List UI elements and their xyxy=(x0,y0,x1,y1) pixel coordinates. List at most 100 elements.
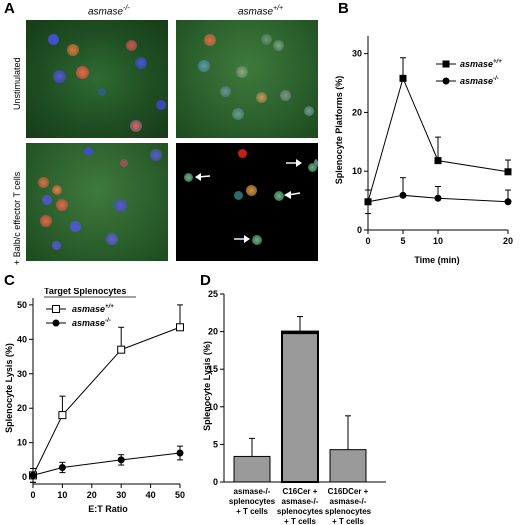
data-point xyxy=(117,456,125,464)
arrow-icon-head xyxy=(284,191,291,199)
x-tick-label: 40 xyxy=(146,490,156,500)
series-line xyxy=(32,452,181,476)
data-point xyxy=(58,411,67,420)
cell-nucleus xyxy=(42,195,52,205)
data-point xyxy=(504,198,512,206)
x-tick-label: 20 xyxy=(87,490,97,500)
panel-letter-a: A xyxy=(4,0,15,17)
cell-nucleus xyxy=(106,233,118,245)
cell-nucleus xyxy=(52,185,62,195)
data-point xyxy=(58,463,66,471)
y-tick-label: 20 xyxy=(208,327,218,337)
cell-nucleus xyxy=(304,106,314,116)
cell-nucleus xyxy=(274,191,284,201)
data-point xyxy=(504,168,512,176)
legend-marker-square xyxy=(442,60,450,68)
cell-nucleus xyxy=(204,34,216,46)
cell-nucleus xyxy=(76,66,89,79)
cell-nucleus xyxy=(84,147,93,156)
micrograph-wt-stimulated xyxy=(176,143,318,261)
y-tick-label: 0 xyxy=(357,225,362,235)
y-tick-label: 10 xyxy=(208,402,218,412)
x-tick-label: 0 xyxy=(30,490,35,500)
cell-nucleus xyxy=(135,57,147,69)
cell-nucleus xyxy=(252,235,262,245)
row-label-unstimulated: Unstimulated xyxy=(12,57,22,110)
cell-nucleus xyxy=(150,149,162,161)
x-tick-label: 0 xyxy=(365,236,370,246)
cell-nucleus xyxy=(120,159,128,167)
cell-nucleus xyxy=(184,173,193,182)
cell-nucleus xyxy=(198,60,210,72)
legend-label-ko: asmase-/- xyxy=(460,76,499,86)
data-point xyxy=(117,345,126,354)
series-line xyxy=(367,76,509,202)
legend-label-ko: asmase-/- xyxy=(72,318,111,328)
cell-nucleus xyxy=(53,70,66,83)
data-point xyxy=(399,191,407,199)
x-tick-label: 10 xyxy=(433,236,443,246)
arrow-icon-head xyxy=(244,235,250,243)
legend-title: Target Splenocytes xyxy=(44,288,126,296)
chart-d-lysis-bars: Splenocyte Lysis (%) 0 5 10 15 20 25 asmase-/-… xyxy=(202,289,386,525)
cell-nucleus xyxy=(246,185,257,196)
x-tick-label: 5 xyxy=(400,236,405,246)
cell-nucleus xyxy=(280,90,291,101)
legend-label-wt: asmase+/+ xyxy=(460,59,502,69)
arrow-icon-head xyxy=(195,173,201,181)
x-tick-label: 50 xyxy=(175,490,185,500)
category-label: + T cells xyxy=(236,507,268,516)
chart-c-lysis: Splenocyte Lysis (%) E:T Ratio Target Sp… xyxy=(4,288,185,514)
panel-letter-d: D xyxy=(200,272,211,289)
cell-nucleus xyxy=(232,108,244,120)
cell-nucleus xyxy=(234,191,243,200)
cell-nucleus xyxy=(67,44,79,56)
cell-nucleus xyxy=(114,199,127,212)
col-header-asmase-ko: asmase-/- xyxy=(88,5,130,18)
legend-marker-circle xyxy=(52,319,60,327)
x-axis-label: Time (min) xyxy=(414,255,459,265)
y-tick-label: 5 xyxy=(213,439,218,449)
y-axis-label: Splenocyte Lysis (%) xyxy=(202,341,212,431)
cell-nucleus xyxy=(261,34,272,45)
cell-nucleus xyxy=(256,92,267,103)
legend-label-wt: asmase+/+ xyxy=(72,304,114,314)
y-axis-label: Splenocyte Platforms (%) xyxy=(334,76,344,185)
data-point xyxy=(364,198,372,206)
arrow-annotations xyxy=(195,159,302,243)
data-point xyxy=(434,194,442,202)
cell-nucleus xyxy=(308,163,317,172)
category-label: + T cells xyxy=(332,517,364,525)
y-tick-label: 40 xyxy=(17,334,27,344)
chart-b-platforms: Splenocyte Platforms (%) Time (min) asma… xyxy=(334,36,513,265)
bar xyxy=(329,449,367,483)
y-tick-label: 20 xyxy=(17,403,27,413)
x-axis-label: E:T Ratio xyxy=(88,504,128,514)
cell-nucleus xyxy=(273,40,284,51)
category-label: splenocytes xyxy=(229,497,276,506)
category-label: C16DCer + xyxy=(328,487,369,496)
cell-nucleus xyxy=(126,40,137,51)
bar xyxy=(233,455,271,483)
cell-nucleus xyxy=(314,159,318,168)
bar xyxy=(281,330,319,483)
y-tick-label: 10 xyxy=(352,166,362,176)
data-point xyxy=(29,471,37,479)
micrograph-wt-unstimulated xyxy=(176,20,318,138)
y-tick-label: 0 xyxy=(213,477,218,487)
row-label-effector-t-cells: + Balb/c effector T cells xyxy=(12,171,22,265)
cell-nucleus xyxy=(98,88,106,96)
arrow-icon-head xyxy=(296,159,302,167)
cell-nucleus xyxy=(40,215,52,227)
y-tick-label: 20 xyxy=(352,107,362,117)
cell-nucleus xyxy=(130,120,142,132)
panel-letter-c: C xyxy=(4,272,15,289)
y-tick-label: 25 xyxy=(208,289,218,299)
category-label: asmase-/- xyxy=(282,497,319,506)
series-line xyxy=(32,326,181,476)
cell-nucleus xyxy=(48,34,59,45)
data-point xyxy=(176,449,184,457)
x-tick-label: 20 xyxy=(503,236,513,246)
category-label: asmase-/- xyxy=(330,497,367,506)
legend: Target Splenocytes asmase+/+ asmase-/- xyxy=(44,288,136,328)
